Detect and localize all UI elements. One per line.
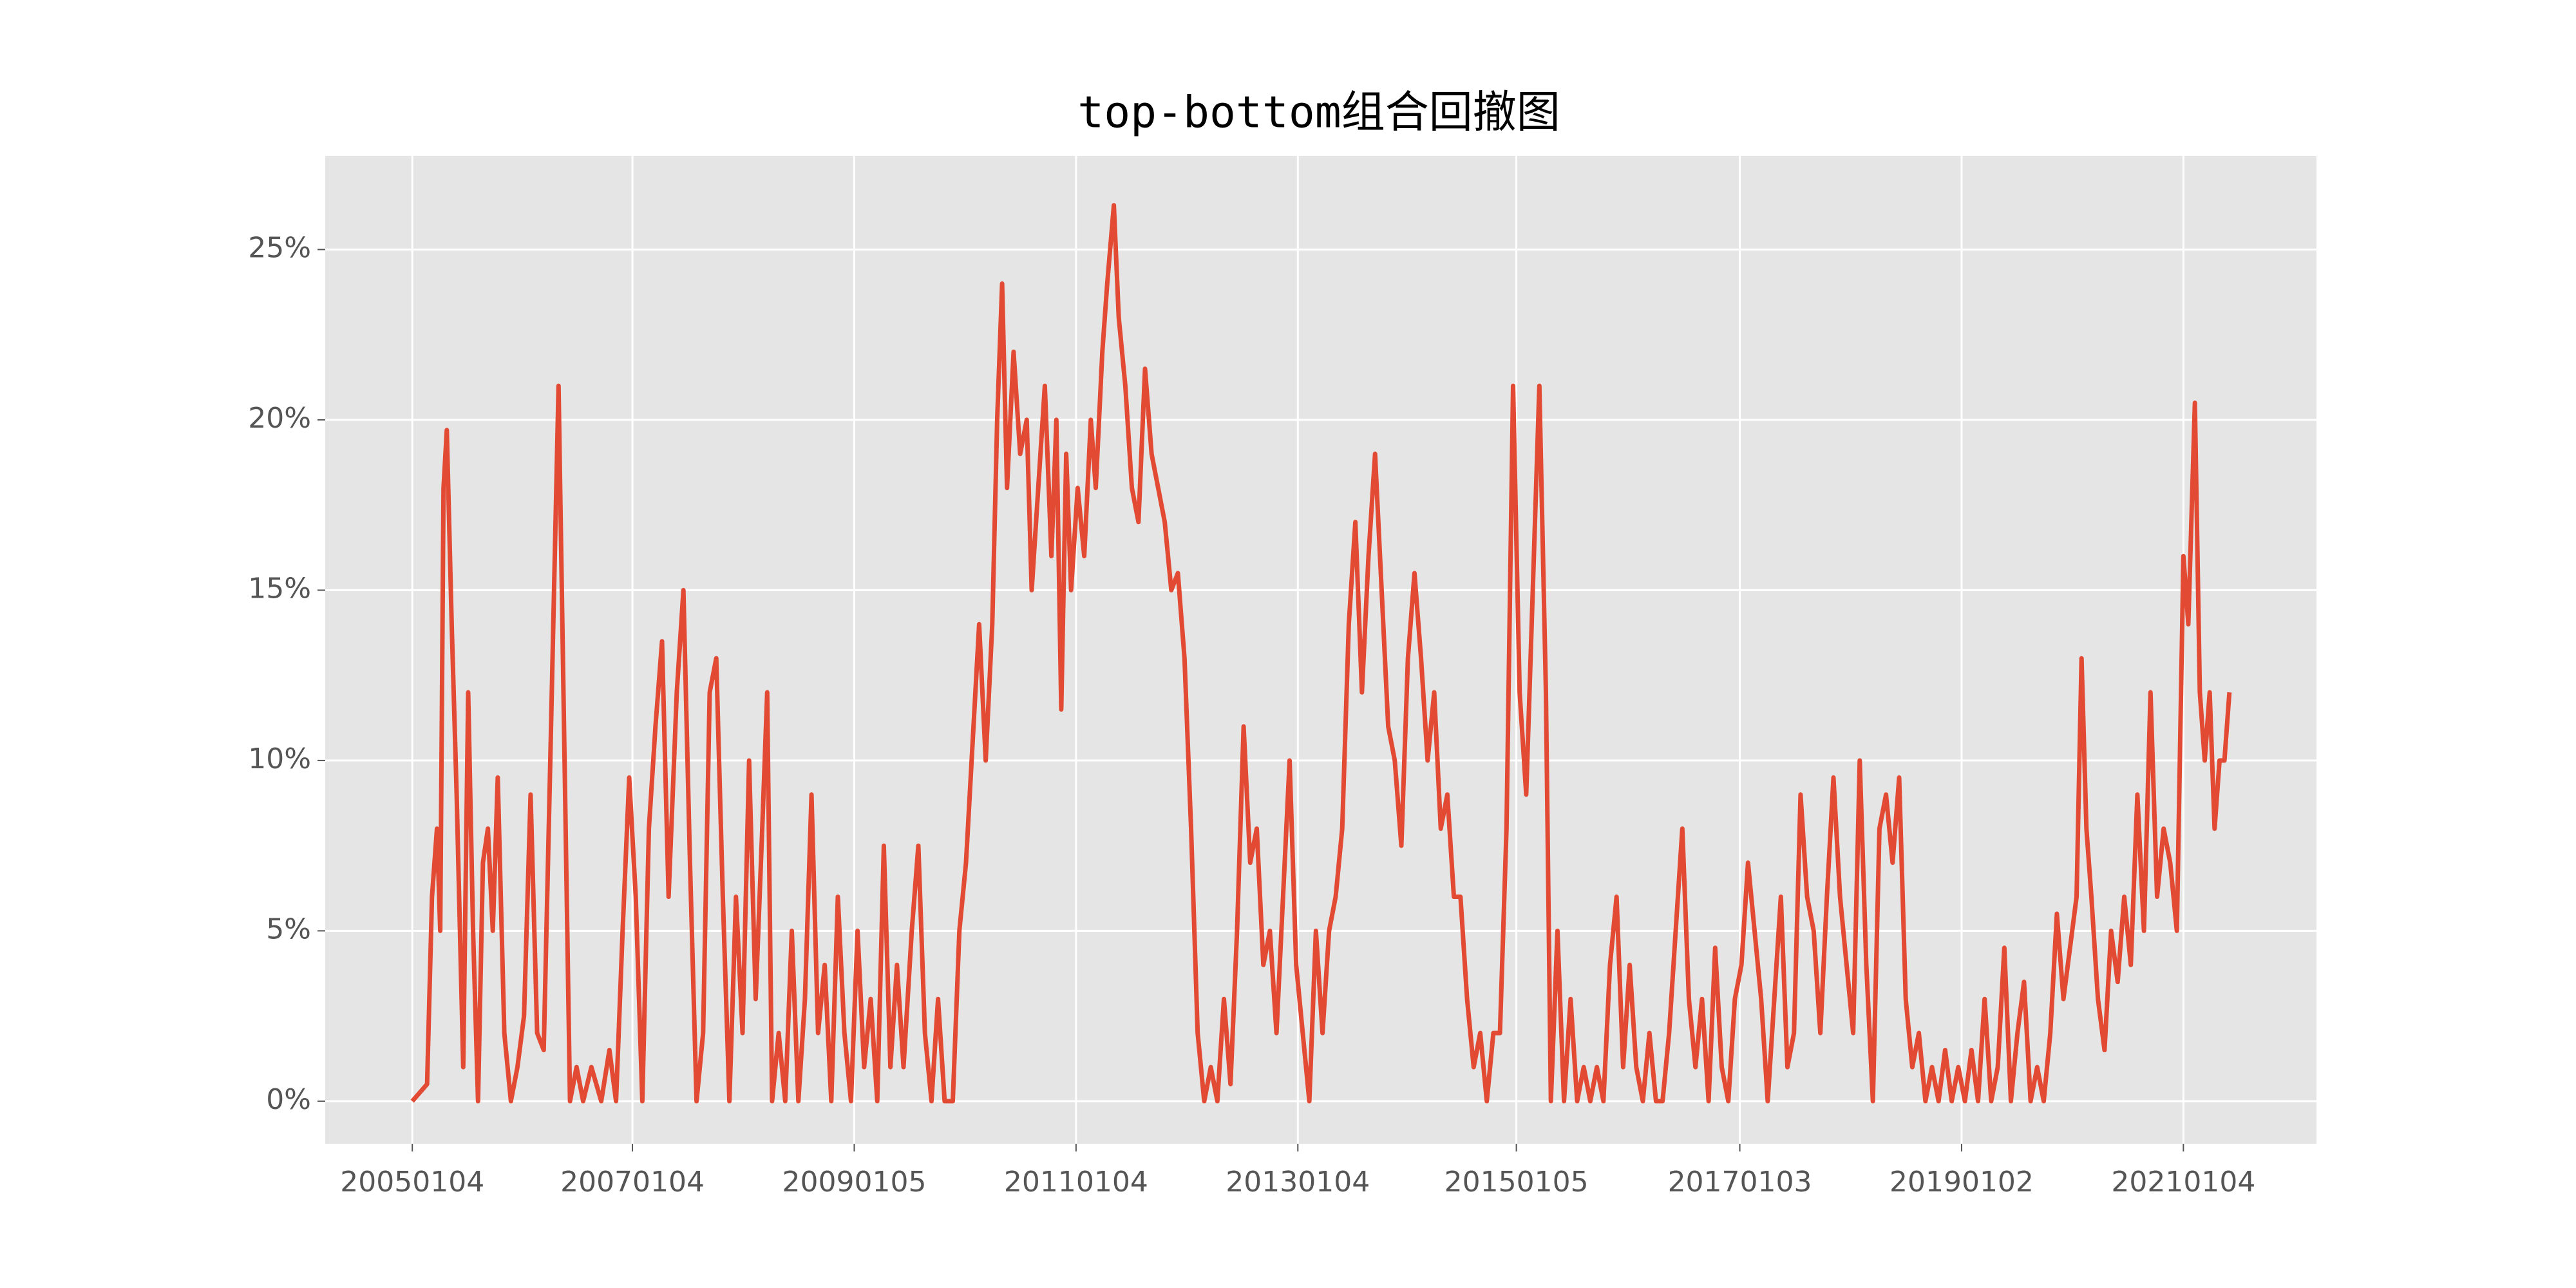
x-tick-label: 20130104 bbox=[1226, 1166, 1370, 1198]
chart-title: top-bottom组合回撤图 bbox=[1077, 88, 1560, 138]
x-tick-label: 20210104 bbox=[2111, 1166, 2255, 1198]
data-line bbox=[410, 203, 2232, 1104]
y-tick-label: 20% bbox=[248, 402, 311, 435]
y-tick-label: 15% bbox=[248, 572, 311, 605]
x-tick-label: 20150105 bbox=[1444, 1166, 1589, 1198]
y-tick-label: 0% bbox=[266, 1083, 311, 1116]
x-tick-label: 20050104 bbox=[340, 1166, 484, 1198]
y-tick-label: 25% bbox=[248, 231, 311, 264]
x-tick-label: 20090105 bbox=[782, 1166, 926, 1198]
x-tick-label: 20070104 bbox=[560, 1166, 705, 1198]
x-tick-label: 20110104 bbox=[1004, 1166, 1148, 1198]
x-tick-label: 20170103 bbox=[1668, 1166, 1812, 1198]
y-tick-label: 10% bbox=[248, 743, 311, 775]
y-tick-label: 5% bbox=[266, 913, 311, 945]
x-tick-label: 20190102 bbox=[1889, 1166, 2034, 1198]
